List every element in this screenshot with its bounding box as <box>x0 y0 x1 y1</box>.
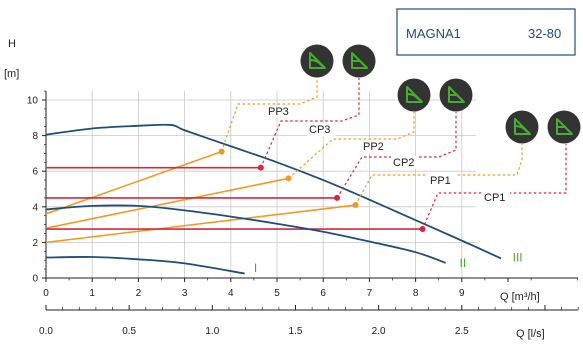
x-tick-label: 8 <box>413 288 419 299</box>
y-tick-label: 0 <box>32 274 38 285</box>
model-size: 32-80 <box>528 26 561 41</box>
y-axis-unit: [m] <box>4 68 19 80</box>
axes: H [m] Q [m³/h] Q [l/s] 0 2 4 6 8 10 0 1 2 3 4 5 6 7 8 9… <box>4 38 579 340</box>
y-tick-label: 4 <box>32 202 38 213</box>
x-tick-label: 5 <box>274 288 280 299</box>
curve-label-ii: II <box>459 256 466 270</box>
x2-tick-label: 2.0 <box>372 326 386 337</box>
y-tick-label: 6 <box>32 167 38 178</box>
max-curve-ii <box>45 204 446 264</box>
model-name: MAGNA1 <box>406 26 461 41</box>
x2-tick-label: 2.5 <box>455 326 469 337</box>
callout-connector-cp1 <box>421 144 567 230</box>
proportional-pressure-line-pp1 <box>45 204 356 244</box>
curve-label-iii: III <box>513 251 523 265</box>
proportional-pressure-icon <box>397 78 431 112</box>
max-curve-iii <box>45 123 502 260</box>
constant-pressure-icon <box>342 44 376 78</box>
model-box: MAGNA1 32-80 <box>396 8 576 56</box>
proportional-pressure-line-pp3 <box>45 150 222 215</box>
y-tick-label: 2 <box>32 238 38 249</box>
curve-label-i: I <box>254 261 257 275</box>
x2-tick-label: 1.5 <box>289 326 303 337</box>
icon-glyph-curve <box>406 93 420 101</box>
callout-label-bg <box>361 140 389 153</box>
icon-glyph-curve <box>514 125 528 133</box>
y-tick-label: 8 <box>32 131 38 142</box>
y-axis-title: H <box>8 38 16 50</box>
x-tick-label: 4 <box>228 288 234 299</box>
callout-label-cp1: CP1 <box>484 192 505 204</box>
callout-label-pp3: PP3 <box>268 106 289 118</box>
callout-connector-pp1 <box>355 144 523 206</box>
x-tick-label: 3 <box>182 288 188 299</box>
x2-tick-label: 0.5 <box>122 326 136 337</box>
mode-icons <box>300 44 581 144</box>
x-tick-label: 0 <box>43 288 49 299</box>
max-curve-i <box>45 256 245 275</box>
icon-glyph-curve <box>309 59 323 67</box>
callout-label-bg <box>307 123 335 136</box>
x-tick-label: 7 <box>367 288 373 299</box>
model-box-frame <box>396 8 576 56</box>
callout-label-cp2: CP2 <box>393 157 414 169</box>
x-axis-title: Q [m³/h] <box>500 291 540 303</box>
x2-tick-label: 0.0 <box>39 326 53 337</box>
callout-connector-cp3 <box>260 78 360 168</box>
callout-label-pp1: PP1 <box>430 175 451 187</box>
callout-label-bg <box>391 156 419 169</box>
proportional-pressure-icon <box>505 110 539 144</box>
proportional-pressure-line-pp2 <box>45 177 289 229</box>
callout-label-pp2: PP2 <box>363 141 384 153</box>
callout-label-bg <box>482 191 510 204</box>
callout-connector-cp2 <box>336 112 457 199</box>
x2-axis-title: Q [l/s] <box>516 328 545 340</box>
x-tick-label: 1 <box>89 288 95 299</box>
callout-connector-pp3 <box>220 78 318 152</box>
x-tick-label: 2 <box>136 288 142 299</box>
x-tick-label: 9 <box>459 288 465 299</box>
proportional-pressure-icon <box>300 44 334 78</box>
callouts: PP3 CP3 PP2 CP2 PP1 CP1 <box>220 78 567 230</box>
x-tick-label: 6 <box>320 288 326 299</box>
y-tick-label: 10 <box>27 96 39 107</box>
constant-pressure-icon <box>547 110 581 144</box>
constant-pressure-icon <box>439 78 473 112</box>
x2-tick-label: 1.0 <box>205 326 219 337</box>
callout-label-cp3: CP3 <box>309 124 330 136</box>
callout-label-bg <box>266 105 294 118</box>
callout-label-bg <box>428 174 456 187</box>
series: I II III <box>45 123 523 275</box>
